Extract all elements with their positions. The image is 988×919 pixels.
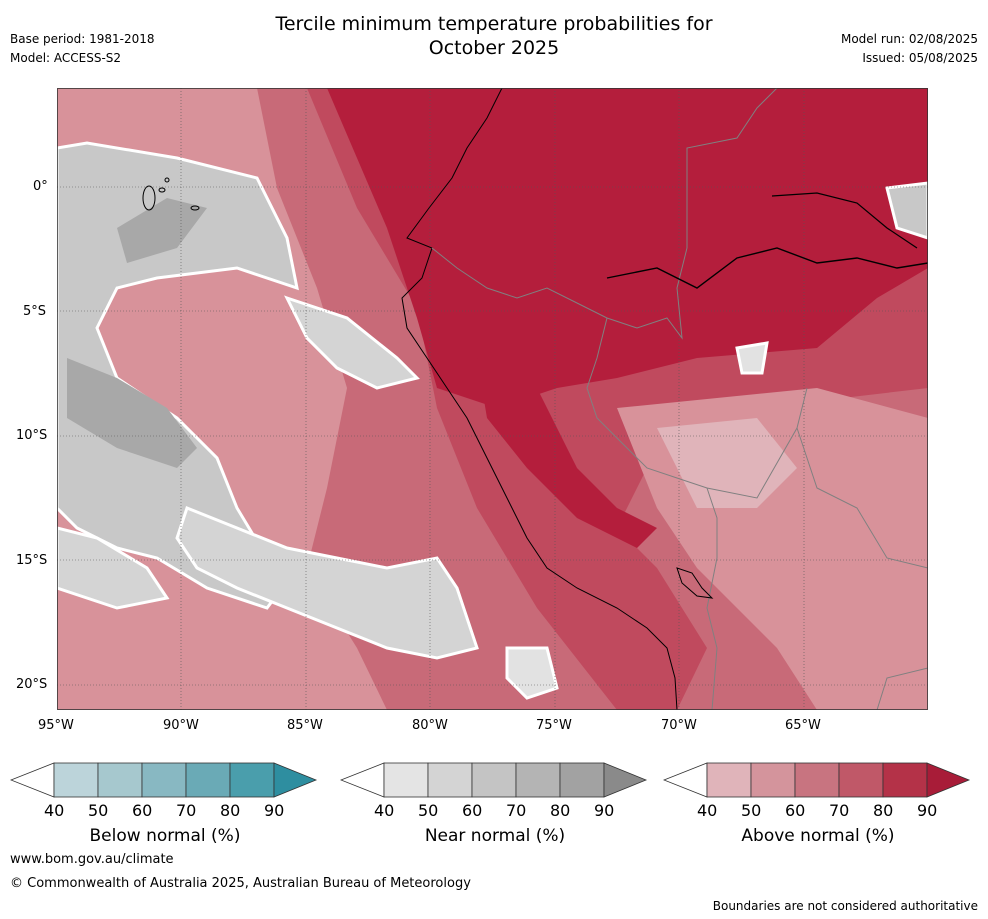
region-near-normal-small — [735, 341, 769, 375]
lon-label-90w: 90°W — [163, 718, 199, 733]
near-tick-60: 60 — [462, 801, 483, 820]
near-normal-label: Near normal (%) — [424, 826, 566, 846]
below-normal-label: Below normal (%) — [89, 826, 241, 846]
base-period: Base period: 1981-2018 — [10, 32, 155, 46]
above-tick-60: 60 — [785, 801, 806, 820]
border-bolivia-chile — [706, 487, 718, 710]
bom-url-link[interactable]: www.bom.gov.au/climate — [10, 852, 174, 867]
above-normal-label: Above normal (%) — [741, 826, 895, 846]
near-tick-90: 90 — [594, 801, 615, 820]
boundary-disclaimer: Boundaries are not considered authoritat… — [712, 899, 978, 913]
graticule — [57, 88, 928, 710]
map-frame — [57, 88, 928, 710]
lat-label-5s: 5°S — [23, 304, 47, 319]
border-bolivia-paraguay — [796, 427, 928, 569]
title-line-1: Tercile minimum temperature probabilitie… — [275, 13, 713, 35]
region-red-max — [327, 88, 928, 408]
model-run: Model run: 02/08/2025 — [840, 32, 978, 46]
amazon-river — [606, 247, 928, 289]
above-tick-50: 50 — [741, 801, 762, 820]
lon-label-75w: 75°W — [536, 718, 572, 733]
near-tick-50: 50 — [418, 801, 439, 820]
lat-label-20s: 20°S — [16, 677, 48, 692]
region-near-normal-west — [57, 141, 300, 610]
title-line-2: October 2025 — [428, 37, 560, 59]
coastline — [401, 88, 678, 710]
model-name: Model: ACCESS-S2 — [10, 51, 122, 65]
region-red-max-andes — [477, 358, 657, 548]
copyright-notice: © Commonwealth of Australia 2025, Austra… — [10, 876, 471, 891]
issued-date: Issued: 05/08/2025 — [862, 51, 978, 65]
near-tick-70: 70 — [506, 801, 527, 820]
lon-label-65w: 65°W — [785, 718, 821, 733]
amazon-north-coast — [771, 192, 918, 249]
border-ecuador-peru-brazil — [431, 88, 778, 340]
lake-titicaca — [676, 567, 714, 599]
above-tick-70: 70 — [829, 801, 850, 820]
border-peru-bolivia — [586, 317, 808, 499]
lat-label-15s: 15°S — [16, 553, 48, 568]
region-near-normal-offshore — [284, 295, 420, 390]
below-tick-90: 90 — [264, 801, 285, 820]
map-canvas — [57, 88, 928, 710]
region-near-normal-south — [175, 506, 479, 660]
lat-label-10s: 10°S — [16, 428, 48, 443]
region-near-normal-dark-2 — [117, 198, 207, 263]
region-near-normal-east — [885, 181, 928, 240]
below-tick-50: 50 — [88, 801, 109, 820]
colorbar-near-swatches — [340, 762, 648, 798]
colorbar-near-normal: 40 50 60 70 80 90 Near normal (%) — [340, 762, 650, 852]
below-tick-40: 40 — [44, 801, 65, 820]
above-tick-80: 80 — [873, 801, 894, 820]
lon-label-85w: 85°W — [287, 718, 323, 733]
lat-label-0: 0° — [33, 179, 48, 194]
below-tick-80: 80 — [220, 801, 241, 820]
near-tick-40: 40 — [374, 801, 395, 820]
region-red-lightest — [657, 418, 797, 508]
lon-label-70w: 70°W — [661, 718, 697, 733]
above-tick-40: 40 — [697, 801, 718, 820]
lon-label-80w: 80°W — [412, 718, 448, 733]
below-tick-60: 60 — [132, 801, 153, 820]
galapagos-islands — [142, 177, 200, 211]
colorbar-below-normal: 40 50 60 70 80 90 Below normal (%) — [10, 762, 320, 852]
map-title: Tercile minimum temperature probabilitie… — [0, 12, 988, 60]
region-near-normal-sw — [57, 526, 170, 610]
below-tick-70: 70 — [176, 801, 197, 820]
region-near-normal-dark — [67, 358, 197, 468]
colorbar-below-swatches — [10, 762, 318, 798]
above-tick-90: 90 — [917, 801, 938, 820]
lon-label-95w: 95°W — [38, 718, 74, 733]
probability-map — [57, 88, 928, 710]
colorbar-above-swatches — [663, 762, 971, 798]
colorbar-above-normal: 40 50 60 70 80 90 Above normal (%) — [663, 762, 973, 852]
border-argentina — [876, 667, 928, 710]
near-tick-80: 80 — [550, 801, 571, 820]
region-near-normal-patch — [505, 646, 559, 700]
